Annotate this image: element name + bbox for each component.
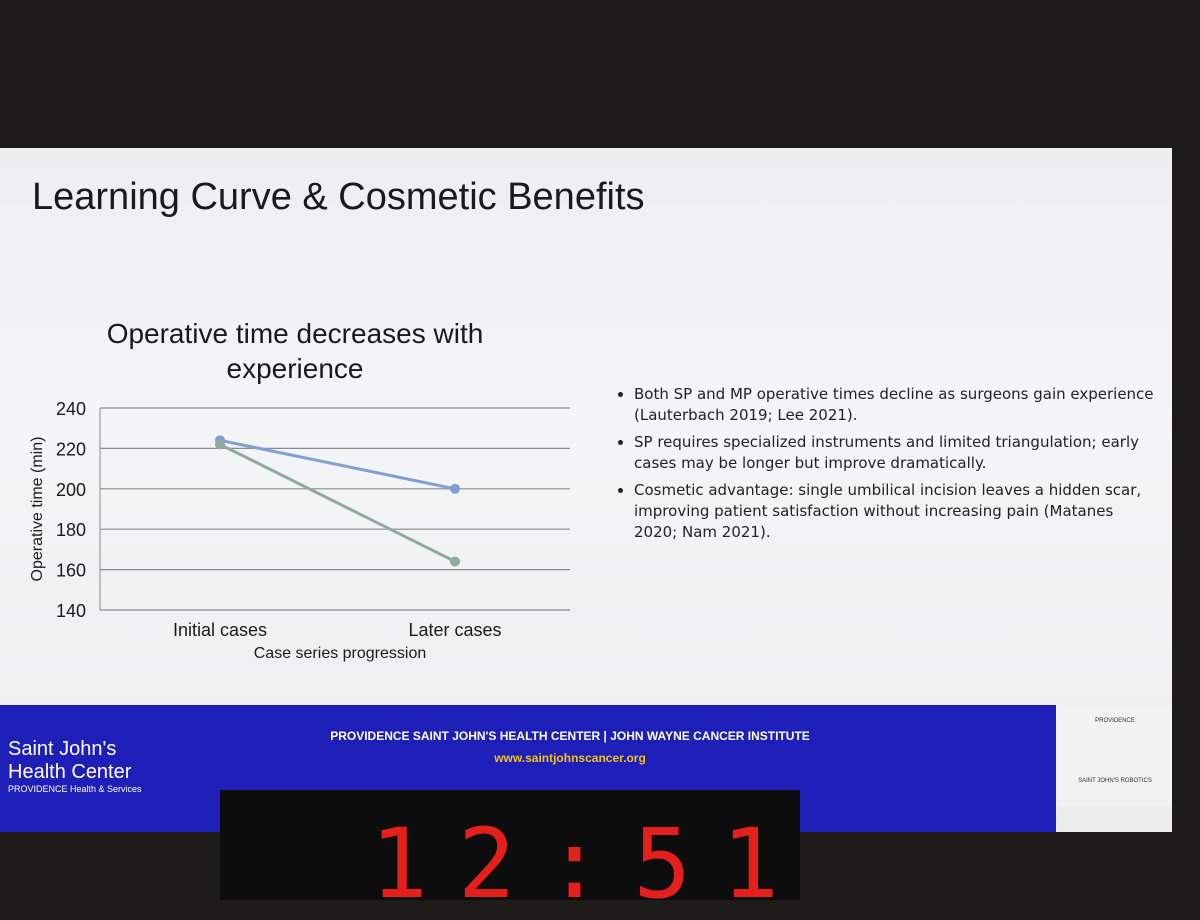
y-tick-label: 180 [56,520,86,540]
x-tick-label: Initial cases [173,620,267,640]
logo-name: Saint John's Health Center [8,738,132,783]
page: {"slide_title": "Learning Curve & Cosmet… [0,0,1200,900]
logo-top: PROVIDENCE [1095,718,1135,724]
y-tick-label: 240 [56,399,86,419]
y-tick-label: 140 [56,601,86,621]
x-tick-label: Later cases [408,620,501,640]
clock: 12:51 [370,808,809,920]
y-tick-label: 220 [56,439,86,459]
clock-box [220,790,800,900]
series-line [219,443,456,563]
logo-sub: PROVIDENCE Health & Services [8,784,142,794]
y-tick-label: 200 [56,480,86,500]
x-axis-label: Case series progression [254,645,427,662]
bullet-list: Both SP and MP operative times decline a… [610,384,1154,549]
point [215,439,225,450]
point [450,483,460,494]
chart-title: Operative time decreases with experience [106,318,484,384]
logo-bottom: SAINT JOHN'S ROBOTICS [1078,778,1152,784]
footer-text: PROVIDENCE SAINT JOHN'S HEALTH CENTER | … [330,729,810,743]
footer-url: www.saintjohnscancer.org [494,751,646,765]
logo-panel [1056,705,1172,806]
y-axis-label: Operative time (min) [29,437,46,582]
bullet: SP requires specialized instruments and … [634,432,1154,474]
series-line [219,438,456,491]
bullet: Cosmetic advantage: single umbilical inc… [634,480,1154,543]
y-tick-label: 160 [56,561,86,581]
point [450,556,460,567]
chart: 140 160 180 200 220 240 Initial cases Later cas… [29,399,570,662]
slide-title: Learning Curve & Cosmetic Benefits [32,176,645,218]
bullet: Both SP and MP operative times decline a… [634,384,1154,426]
